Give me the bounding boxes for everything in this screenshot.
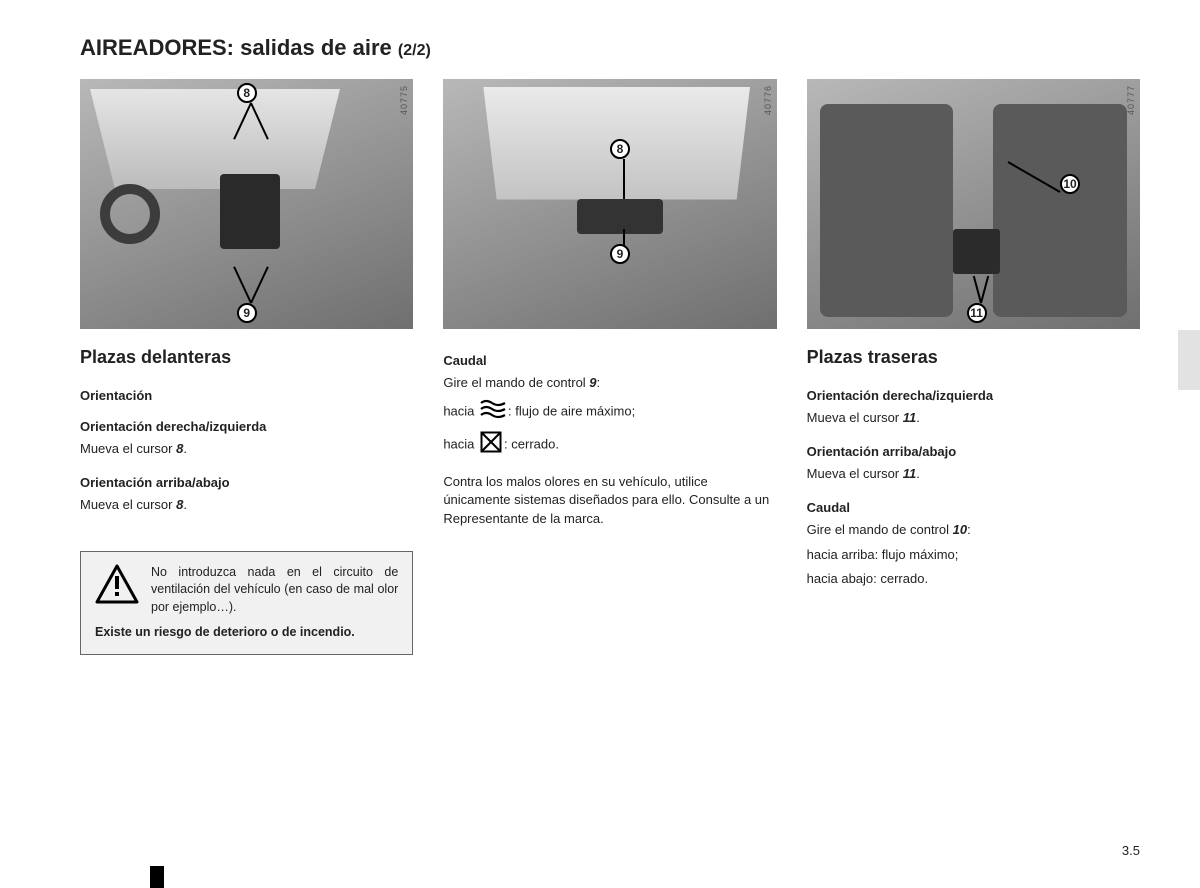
leader-line	[973, 276, 982, 304]
t: : cerrado.	[504, 436, 559, 451]
subheading-arriba-abajo-rear: Orientación arriba/abajo	[807, 444, 1140, 459]
t: Mueva el cursor	[807, 466, 903, 481]
figure-3-id: 40777	[1126, 85, 1136, 115]
title-main: AIREADORES: salidas de aire	[80, 35, 398, 60]
column-2: 40776 8 9 Caudal Gire el mando de contro…	[443, 79, 776, 655]
airflow-waves-icon	[480, 399, 506, 425]
text-cursor-8-b: Mueva el cursor 8.	[80, 496, 413, 515]
page-number: 3.5	[1122, 843, 1140, 858]
fig2-vent	[577, 199, 664, 234]
t: .	[183, 441, 187, 456]
subheading-arriba-abajo: Orientación arriba/abajo	[80, 475, 413, 490]
subheading-caudal-rear: Caudal	[807, 500, 1140, 515]
t: .	[183, 497, 187, 512]
callout-10: 10	[1060, 174, 1080, 194]
t: :	[597, 375, 601, 390]
leader-line	[623, 159, 625, 199]
subheading-orientacion: Orientación	[80, 388, 413, 403]
subheading-derecha-izquierda: Orientación derecha/izquierda	[80, 419, 413, 434]
t: Gire el mando de control	[443, 375, 589, 390]
figure-3: 40777 10 11	[807, 79, 1140, 329]
closed-x-box-icon	[480, 431, 502, 459]
text-mando-9: Gire el mando de control 9:	[443, 374, 776, 393]
warning-text: No introduzca nada en el circuito de ven…	[151, 564, 398, 617]
text-cursor-8-a: Mueva el cursor 8.	[80, 440, 413, 459]
column-3: 40777 10 11 Plazas traseras Orientación …	[807, 79, 1140, 655]
fig3-seat-right	[993, 104, 1126, 317]
callout-9: 9	[237, 303, 257, 323]
figure-2: 40776 8 9	[443, 79, 776, 329]
figure-1: 40775 8 9	[80, 79, 413, 329]
callout-11: 11	[967, 303, 987, 323]
t: :	[967, 522, 971, 537]
figure-2-id: 40776	[763, 85, 773, 115]
t: .	[916, 410, 920, 425]
heading-plazas-traseras: Plazas traseras	[807, 347, 1140, 368]
warning-row: No introduzca nada en el circuito de ven…	[95, 564, 398, 617]
text-cursor-11-a: Mueva el cursor 11.	[807, 409, 1140, 428]
fig1-steering-wheel	[100, 184, 160, 244]
warning-bold: Existe un riesgo de deterioro o de incen…	[95, 624, 398, 642]
t: Mueva el cursor	[80, 441, 176, 456]
leader-line	[233, 266, 252, 303]
fig3-rear-vent	[953, 229, 1000, 274]
warning-triangle-icon	[95, 564, 139, 617]
leader-line	[250, 266, 269, 303]
callout-9: 9	[610, 244, 630, 264]
side-tab	[1178, 330, 1200, 390]
ref-10: 10	[953, 522, 967, 537]
text-malos-olores: Contra los malos olores en su vehículo, …	[443, 473, 776, 530]
subheading-derecha-izquierda-rear: Orientación derecha/izquierda	[807, 388, 1140, 403]
callout-8: 8	[610, 139, 630, 159]
text-cerrado: hacia : cerrado.	[443, 431, 776, 459]
page-title: AIREADORES: salidas de aire (2/2)	[80, 35, 1140, 61]
text-arriba-flujo: hacia arriba: flujo máximo;	[807, 546, 1140, 565]
t: : flujo de aire máximo;	[508, 403, 635, 418]
footer-mark	[150, 866, 164, 888]
text-flujo-maximo: hacia : flujo de aire máximo;	[443, 399, 776, 425]
t: Mueva el cursor	[80, 497, 176, 512]
text-cursor-11-b: Mueva el cursor 11.	[807, 465, 1140, 484]
text-mando-10: Gire el mando de control 10:	[807, 521, 1140, 540]
t: hacia	[443, 436, 478, 451]
content-columns: 40775 8 9 Plazas delanteras Orientación …	[80, 79, 1140, 655]
column-1: 40775 8 9 Plazas delanteras Orientación …	[80, 79, 413, 655]
ref-11: 11	[903, 410, 917, 425]
text-abajo-cerrado: hacia abajo: cerrado.	[807, 570, 1140, 589]
figure-1-id: 40775	[399, 85, 409, 115]
warning-box: No introduzca nada en el circuito de ven…	[80, 551, 413, 655]
callout-8: 8	[237, 83, 257, 103]
t: hacia	[443, 403, 478, 418]
ref-11: 11	[903, 466, 917, 481]
t: Mueva el cursor	[807, 410, 903, 425]
subheading-caudal: Caudal	[443, 353, 776, 368]
fig1-center-screen	[220, 174, 280, 249]
t: .	[916, 466, 920, 481]
leader-line	[980, 276, 989, 304]
heading-plazas-delanteras: Plazas delanteras	[80, 347, 413, 368]
fig3-seat-left	[820, 104, 953, 317]
ref-9: 9	[589, 375, 596, 390]
title-sub: (2/2)	[398, 42, 431, 59]
fig1-window	[90, 89, 340, 189]
t: Gire el mando de control	[807, 522, 953, 537]
